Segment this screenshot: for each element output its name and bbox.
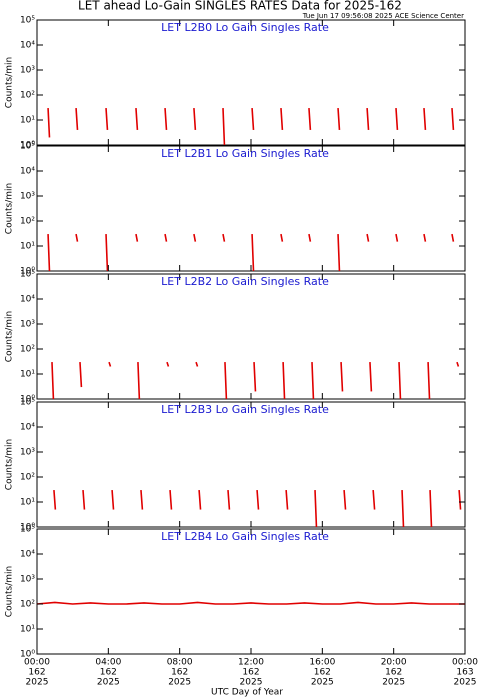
y-tick-label: 10² [20, 217, 35, 227]
x-tick-day: 162 [171, 668, 188, 678]
panel-title: LET L2B0 Lo Gain Singles Rate [161, 21, 329, 34]
y-tick-label: 10³ [20, 448, 35, 458]
y-tick-label: 10² [20, 345, 35, 355]
y-axis-label: Counts/min [5, 57, 15, 108]
y-axis-label: Counts/min [5, 566, 15, 617]
x-tick-year: 2025 [382, 678, 405, 688]
panel-frame [36, 145, 466, 272]
panel-frame [36, 401, 466, 528]
data-line [47, 233, 455, 272]
y-axis-label: Counts/min [5, 183, 15, 234]
x-tick-label: 04:00 [95, 658, 121, 668]
x-tick-year: 2025 [97, 678, 120, 688]
y-tick-label: 10² [20, 91, 35, 101]
y-tick-label: 10⁴ [20, 423, 35, 433]
panel-title: LET L2B4 Lo Gain Singles Rate [161, 530, 329, 543]
y-tick-label: 10⁵ [20, 398, 35, 408]
y-tick-label: 10³ [20, 192, 35, 202]
y-tick-label: 10⁴ [20, 167, 35, 177]
y-tick-label: 10⁴ [20, 550, 35, 560]
x-tick-label: 20:00 [381, 658, 407, 668]
panel-frame [36, 19, 466, 146]
x-tick-year: 2025 [168, 678, 191, 688]
y-tick-label: 10³ [20, 575, 35, 585]
x-tick-year: 2025 [26, 678, 49, 688]
x-tick-label: 16:00 [309, 658, 335, 668]
y-tick-label: 10² [20, 473, 35, 483]
data-line [47, 108, 455, 146]
x-tick-label: 08:00 [167, 658, 193, 668]
data-line [51, 361, 460, 400]
x-tick-label: 12:00 [238, 658, 264, 668]
y-tick-label: 10⁵ [20, 270, 35, 280]
chart-title: LET ahead Lo-Gain SINGLES RATES Data for… [78, 0, 402, 13]
panel-frame [36, 273, 466, 400]
y-tick-label: 10⁴ [20, 41, 35, 51]
y-tick-label: 10⁵ [20, 142, 35, 152]
y-tick-label: 10⁵ [20, 16, 35, 26]
y-tick-label: 10⁰ [20, 650, 35, 660]
x-tick-label: 00:00 [24, 658, 50, 668]
y-tick-label: 10¹ [20, 625, 35, 635]
panel-title: LET L2B3 Lo Gain Singles Rate [161, 403, 329, 416]
y-axis-label: Counts/min [5, 439, 15, 490]
x-axis-label: UTC Day of Year [211, 688, 283, 698]
data-line [53, 490, 462, 528]
x-tick-day: 162 [100, 668, 117, 678]
panel-frame [36, 528, 466, 655]
y-tick-label: 10⁰ [20, 267, 35, 277]
x-tick-year: 2025 [311, 678, 334, 688]
data-line [36, 601, 465, 605]
x-tick-label: 00:00 [452, 658, 478, 668]
y-tick-label: 10⁴ [20, 295, 35, 305]
x-tick-day: 162 [28, 668, 45, 678]
y-tick-label: 10³ [20, 66, 35, 76]
y-tick-label: 10¹ [20, 498, 35, 508]
y-tick-label: 10¹ [20, 370, 35, 380]
x-tick-day: 162 [242, 668, 259, 678]
x-tick-year: 2025 [240, 678, 263, 688]
x-tick-day: 163 [456, 668, 473, 678]
x-tick-day: 162 [314, 668, 331, 678]
y-tick-label: 10⁰ [20, 141, 35, 151]
panel-title: LET L2B2 Lo Gain Singles Rate [161, 275, 329, 288]
chart-subtitle: Tue Jun 17 09:56:08 2025 ACE Science Cen… [302, 12, 464, 20]
panel-title: LET L2B1 Lo Gain Singles Rate [161, 147, 329, 160]
y-tick-label: 10³ [20, 320, 35, 330]
y-axis-label: Counts/min [5, 311, 15, 362]
x-tick-day: 162 [385, 668, 402, 678]
y-tick-label: 10⁰ [20, 395, 35, 405]
y-tick-label: 10¹ [20, 242, 35, 252]
y-tick-label: 10⁵ [20, 525, 35, 535]
y-tick-label: 10² [20, 600, 35, 610]
x-tick-year: 2025 [454, 678, 477, 688]
y-tick-label: 10⁰ [20, 523, 35, 533]
y-tick-label: 10¹ [20, 116, 35, 126]
